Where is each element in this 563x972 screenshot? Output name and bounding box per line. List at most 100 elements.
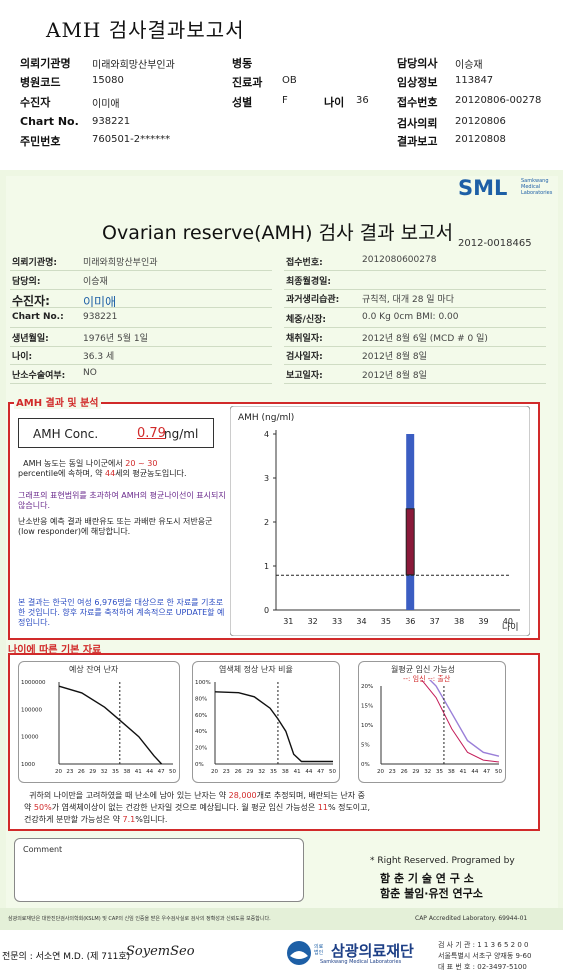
header-label: 결과보고 — [397, 135, 438, 148]
sml-logo-subtext: Samkwang Medical Laboratories — [521, 178, 553, 196]
chart-series-line — [429, 680, 500, 757]
amh-chart-xtick-label: 31 — [283, 617, 293, 626]
patient-info-label: 접수번호: — [286, 258, 323, 268]
header-value: 20120808 — [455, 134, 506, 145]
patient-info-rule — [10, 289, 272, 290]
chart-ytick-label: 5% — [361, 743, 370, 749]
header-label: 진료과 — [232, 76, 263, 89]
amh-chart-ytick-label: 3 — [264, 474, 269, 483]
amh-chart-ytick-label: 1 — [264, 562, 269, 571]
amh-section-title: AMH 결과 및 분석 — [14, 394, 101, 409]
chart-xtick-label: 44 — [146, 769, 153, 775]
chart-xtick-label: 41 — [460, 769, 467, 775]
amh-chart-xtick-label: 37 — [430, 617, 440, 626]
amh-chart-xtick-label: 40 — [503, 617, 513, 626]
chart-ytick-label: 1000 — [21, 762, 35, 768]
header-label: 병동 — [232, 57, 253, 70]
chart-xtick-label: 47 — [483, 769, 490, 775]
org-tel: 대 표 번 호 : 02-3497-5100 — [438, 963, 527, 971]
patient-info-value: 2012년 8월 8일 — [362, 371, 427, 381]
patient-info-label: 체중/신장: — [286, 315, 327, 325]
header-value: 이승재 — [455, 60, 483, 71]
chart-xtick-label: 20 — [211, 769, 218, 775]
header-label: 담당의사 — [397, 57, 438, 70]
patient-info-value: 938221 — [83, 312, 118, 322]
patient-info-value: 0.0 Kg 0cm BMI: 0.00 — [362, 312, 459, 322]
chart-xtick-label: 32 — [258, 769, 265, 775]
age-summary: 귀하의 나이만을 고려하였을 때 난소에 남아 있는 난자는 약 28,000개… — [24, 791, 371, 824]
amh-chart-ylabel: AMH (ng/ml) — [238, 413, 294, 423]
report-title: Ovarian reserve(AMH) 검사 결과 보고서 — [102, 222, 454, 244]
patient-info-value: 2012년 8월 6일 (MCD # 0 일) — [362, 334, 488, 344]
org-name: 삼광의료재단 — [331, 942, 414, 960]
header-value: F — [282, 95, 288, 106]
chart-xtick-label: 47 — [317, 769, 324, 775]
amh-chart-xlabel: 나이 — [502, 622, 519, 633]
org-name-en: Samkwang Medical Laboratories — [320, 959, 402, 965]
patient-info-rule — [10, 364, 272, 365]
header-label: Chart No. — [20, 115, 79, 128]
patient-info-label: 담당의: — [12, 277, 41, 287]
chart-xtick-label: 38 — [282, 769, 289, 775]
report-number: 2012-0018465 — [458, 238, 532, 249]
amh-chart-xtick-label: 32 — [308, 617, 318, 626]
chart-ytick-label: 0% — [361, 762, 370, 768]
doctor-signature: SoyemSeo — [126, 944, 195, 959]
header-label: 접수번호 — [397, 96, 438, 109]
amh-chart-ytick-label: 4 — [264, 430, 269, 439]
chart-xtick-label: 38 — [448, 769, 455, 775]
chart-xtick-label: 29 — [246, 769, 253, 775]
sml-logo: SML — [458, 176, 508, 200]
amh-chart-xtick-label: 36 — [405, 617, 415, 626]
header-value: 760501-2****** — [92, 134, 171, 145]
patient-info-rule — [284, 383, 546, 384]
page-title: AMH 검사결과보고서 — [46, 18, 245, 42]
eggs-chart-panel: 예상 잔여 난자 20 23 26 29 32 35 38 41 44 47 50 1000000 10… — [18, 661, 180, 783]
chart-ytick-label: 40% — [195, 729, 207, 735]
amh-chart-ytick-label: 2 — [264, 518, 269, 527]
amh-chart-xtick-label: 38 — [454, 617, 464, 626]
header-label: 성별 — [232, 96, 253, 109]
header-label: 의뢰기관명 — [20, 57, 71, 70]
amh-data-note: 본 결과는 한국인 여성 6,976명을 대상으로 한 자료를 기초로 한 것입… — [18, 598, 225, 627]
patient-info-rule — [284, 270, 546, 271]
comment-label: Comment — [23, 845, 63, 854]
header-value: 20120806-00278 — [455, 95, 542, 106]
chart-xtick-label: 44 — [471, 769, 478, 775]
patient-info-value: 1976년 5월 1일 — [83, 334, 148, 344]
chart-xtick-label: 35 — [112, 769, 119, 775]
patient-info-rule — [10, 383, 272, 384]
patient-info-value: 규칙적, 대개 28 일 마다 — [362, 295, 454, 305]
amh-iqr-box — [405, 508, 415, 576]
amh-conc-unit: ng/ml — [164, 427, 199, 441]
chart-xtick-label: 26 — [78, 769, 85, 775]
patient-info-rule — [284, 289, 546, 290]
amh-chart-xtick-label: 34 — [356, 617, 366, 626]
patient-info-label: 최종월경일: — [286, 277, 331, 287]
patient-info-value: 36.3 세 — [83, 352, 115, 362]
patient-info-label: 보고일자: — [286, 371, 323, 381]
patient-info-rule — [10, 270, 272, 271]
footer-band — [0, 908, 563, 930]
chart-ytick-label: 100% — [195, 680, 211, 686]
header-value: 15080 — [92, 75, 124, 86]
chart-xtick-label: 38 — [123, 769, 130, 775]
chromosome-chart: 20 23 26 29 32 35 38 41 44 47 50 100% 80% 60% 40% 20% 0% — [195, 680, 336, 775]
header-label: 병원코드 — [20, 76, 61, 89]
patient-info-label: 수진자: — [12, 294, 50, 308]
patient-info-value: 2012년 8월 8일 — [362, 352, 427, 362]
header-value: 이미애 — [92, 99, 120, 110]
patient-info-label: 과거생리습관: — [286, 295, 340, 305]
header-value: 938221 — [92, 116, 131, 127]
chart-xtick-label: 20 — [55, 769, 62, 775]
header-value: OB — [282, 75, 297, 86]
chart-xtick-label: 32 — [424, 769, 431, 775]
patient-info-label: 검사일자: — [286, 352, 323, 362]
header-value: 미래와희망산부인과 — [92, 60, 175, 71]
footer-note: 삼광의료재단은 대한진단검사의학회(KSLM) 및 CAP의 신임 인증을 받은… — [8, 916, 271, 922]
comment-box[interactable]: Comment — [14, 838, 304, 902]
amh-chart-ytick-label: 0 — [264, 606, 269, 615]
chart-xtick-label: 23 — [389, 769, 396, 775]
